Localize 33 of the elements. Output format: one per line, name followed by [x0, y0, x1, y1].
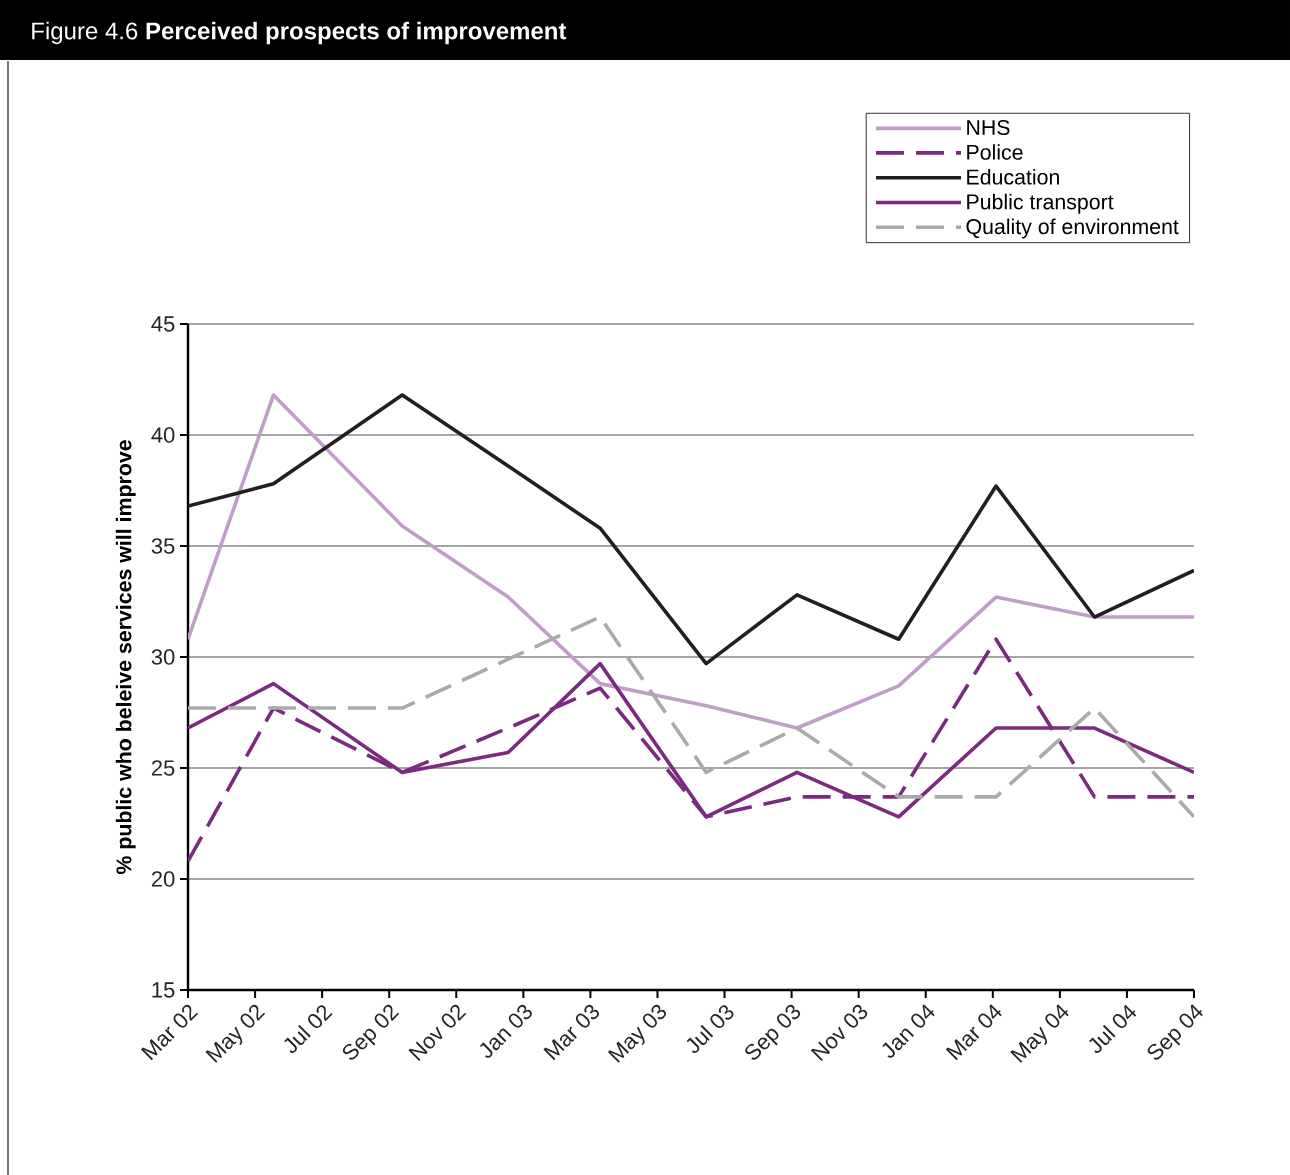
x-tick-label: Jul 02 — [284, 1005, 333, 1054]
x-tick-label: Mar 02 — [141, 1004, 199, 1061]
y-tick-label: 35 — [151, 538, 175, 554]
x-tick-label: Sep 03 — [745, 1004, 801, 1060]
legend-label: Education — [967, 168, 1059, 185]
legend-label: NHS — [967, 119, 1010, 136]
x-tick-label: Mar 04 — [945, 1004, 1002, 1061]
x-tick-label: Nov 03 — [810, 1004, 868, 1062]
x-tick-label: Jan 04 — [882, 1004, 935, 1058]
legend-label: Quality of environment — [966, 218, 1179, 239]
line-series — [188, 393, 1194, 730]
legend-label: Public transport — [967, 193, 1114, 214]
x-tick-label: Nov 02 — [408, 1004, 467, 1062]
line-series — [188, 637, 1194, 864]
y-tick-label: 30 — [151, 649, 175, 665]
y-tick-label: 25 — [151, 760, 175, 776]
legend-label: Police — [967, 144, 1023, 160]
line-series — [188, 393, 1194, 666]
x-tick-label: Sep 02 — [342, 1004, 400, 1060]
x-tick-label: May 04 — [1010, 1004, 1069, 1063]
x-tick-label: May 03 — [607, 1004, 667, 1063]
chart-title: Figure 4.6 Perceived prospects of improvement — [32, 21, 567, 45]
y-tick-label: 40 — [151, 427, 175, 443]
y-axis-title: % public who beleive services will improve — [115, 440, 136, 875]
y-tick-label: 15 — [152, 982, 175, 998]
x-tick-label: Sep 04 — [1147, 1004, 1203, 1060]
x-tick-label: Mar 03 — [543, 1004, 599, 1061]
y-tick-label: 20 — [151, 871, 175, 887]
x-tick-label: Jan 03 — [479, 1004, 532, 1058]
x-tick-label: May 02 — [205, 1004, 266, 1063]
y-tick-label: 45 — [151, 316, 175, 332]
x-tick-label: Jul 04 — [1089, 1004, 1137, 1054]
x-tick-label: Jul 03 — [686, 1005, 734, 1054]
